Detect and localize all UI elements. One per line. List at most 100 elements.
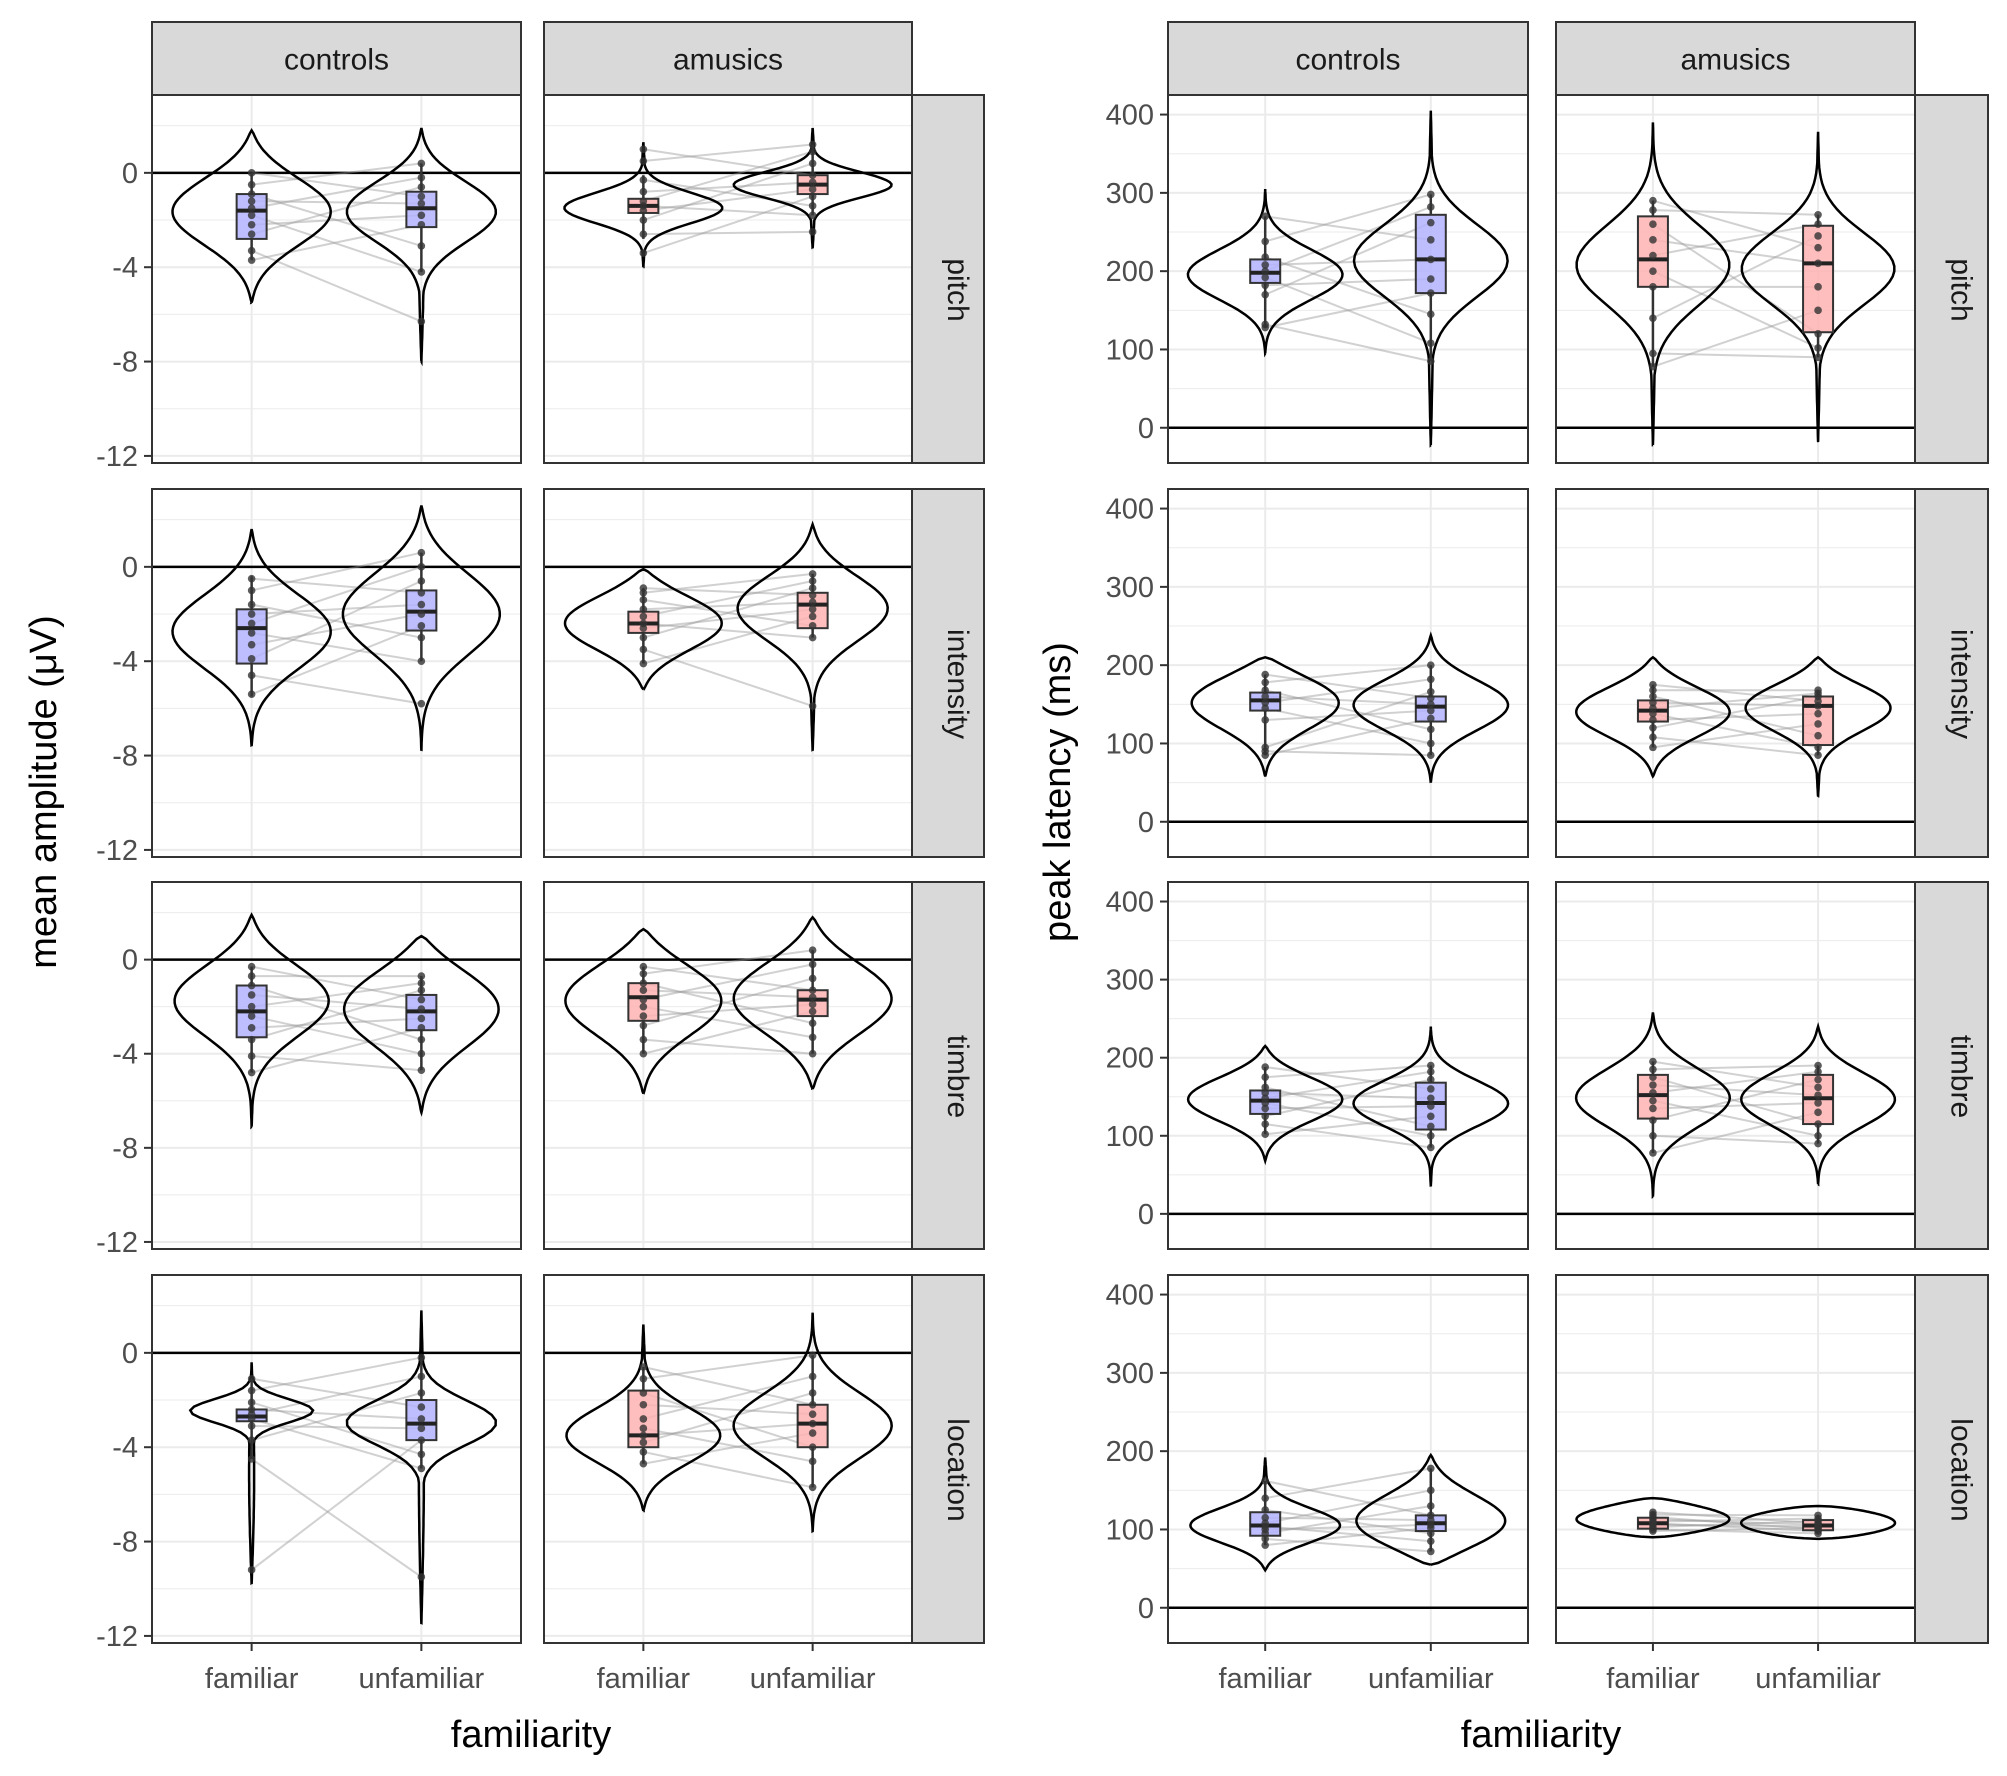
data-point [808, 633, 817, 642]
y-tick-label: -4 [112, 252, 138, 284]
data-point [1814, 1120, 1822, 1128]
panel-border [1555, 488, 1916, 858]
data-point [639, 1424, 648, 1433]
panel-background [152, 489, 521, 857]
level-familiar [564, 927, 723, 1095]
paired-line [251, 993, 422, 1011]
paired-line [1265, 1508, 1431, 1535]
data-point [1814, 344, 1822, 352]
data-point [247, 1002, 256, 1011]
level-familiar [1574, 1012, 1732, 1199]
paired-line [1652, 1515, 1819, 1531]
panel-amusics-location: familiar unfamiliar [543, 1274, 913, 1695]
y-tick-label: 400 [1106, 887, 1154, 919]
data-point [1649, 1116, 1657, 1124]
level-familiar [173, 912, 330, 1130]
data-point [639, 962, 648, 971]
level-familiar [1575, 655, 1731, 779]
box [1802, 224, 1835, 334]
data-point [1649, 236, 1657, 244]
paired-line [1652, 1519, 1819, 1529]
data-point [808, 993, 817, 1002]
data-point [1261, 670, 1269, 679]
data-point [1814, 720, 1822, 728]
data-point [1427, 675, 1435, 684]
paired-line [643, 1366, 813, 1406]
paired-line [1652, 692, 1819, 710]
panel-marks [171, 127, 498, 367]
data-point [1649, 1149, 1657, 1157]
data-point [808, 598, 817, 607]
paired-line [1265, 1064, 1431, 1079]
data-point [1427, 1547, 1435, 1556]
data-point [639, 1438, 648, 1447]
data-point [417, 1049, 426, 1058]
paired-line [1264, 1479, 1432, 1517]
feature-strip-background [1914, 488, 1989, 858]
paired-line [1652, 1070, 1819, 1094]
panel-amusics-pitch [1555, 94, 1916, 464]
paired-line [1264, 256, 1432, 316]
paired-line [251, 982, 422, 1008]
data-point [1649, 680, 1657, 689]
data-point [1649, 743, 1657, 752]
panel-controls-intensity: 0 100 200 300 400 [1106, 488, 1529, 858]
violin-outline [1744, 655, 1892, 798]
level-unfamiliar [1352, 631, 1510, 784]
level-unfamiliar [345, 127, 498, 367]
panel-amusics-pitch [543, 94, 913, 464]
paired-line [643, 150, 813, 203]
data-point [808, 1443, 817, 1452]
data-point [808, 584, 817, 592]
data-point [247, 1035, 256, 1044]
violin-outline [1352, 110, 1509, 448]
data-point [1427, 236, 1435, 244]
paired-line [1652, 1064, 1819, 1071]
paired-line [251, 1055, 422, 1072]
data-point [417, 1450, 426, 1459]
data-point [1814, 709, 1822, 718]
data-point [1427, 1061, 1435, 1070]
data-point [1261, 1519, 1269, 1528]
data-point [639, 995, 648, 1004]
data-point [247, 230, 256, 238]
data-point [1649, 1073, 1657, 1082]
paired-line [251, 603, 422, 639]
paired-line [251, 1375, 422, 1416]
data-point [1261, 1063, 1269, 1071]
left-plot: mean amplitude (μV) familiarity controls… [23, 21, 985, 1756]
data-point [417, 317, 426, 326]
data-point [1814, 743, 1822, 752]
paired-line [1265, 1504, 1431, 1535]
data-point [247, 600, 256, 609]
data-point [247, 246, 256, 255]
group-strip-background [151, 21, 522, 96]
paired-line [251, 674, 422, 705]
paired-line [643, 598, 813, 627]
paired-line [251, 249, 422, 323]
data-point [639, 979, 648, 987]
paired-line [1264, 1086, 1432, 1128]
panel-marks [173, 912, 500, 1130]
data-point [1261, 1120, 1269, 1128]
paired-line [251, 984, 422, 1041]
paired-line [643, 143, 813, 163]
panel-background [152, 882, 521, 1249]
data-point [417, 173, 426, 182]
level-familiar [1186, 1044, 1344, 1166]
feature-strip-label: location [941, 1418, 974, 1521]
violin-outline [1740, 1021, 1897, 1187]
panel-marks [563, 127, 893, 269]
y-tick-label: -4 [112, 1039, 138, 1071]
data-point [247, 972, 256, 980]
data-point [1814, 353, 1822, 362]
violin-outline [171, 528, 332, 748]
data-point [1814, 1139, 1822, 1148]
left-x-axis-title: familiarity [451, 1714, 611, 1756]
data-point [808, 1019, 817, 1027]
data-point [1649, 1065, 1657, 1074]
data-point [247, 180, 256, 189]
data-point [1427, 1067, 1435, 1076]
paired-line [1265, 1105, 1431, 1110]
y-tick-label: 0 [122, 552, 138, 584]
